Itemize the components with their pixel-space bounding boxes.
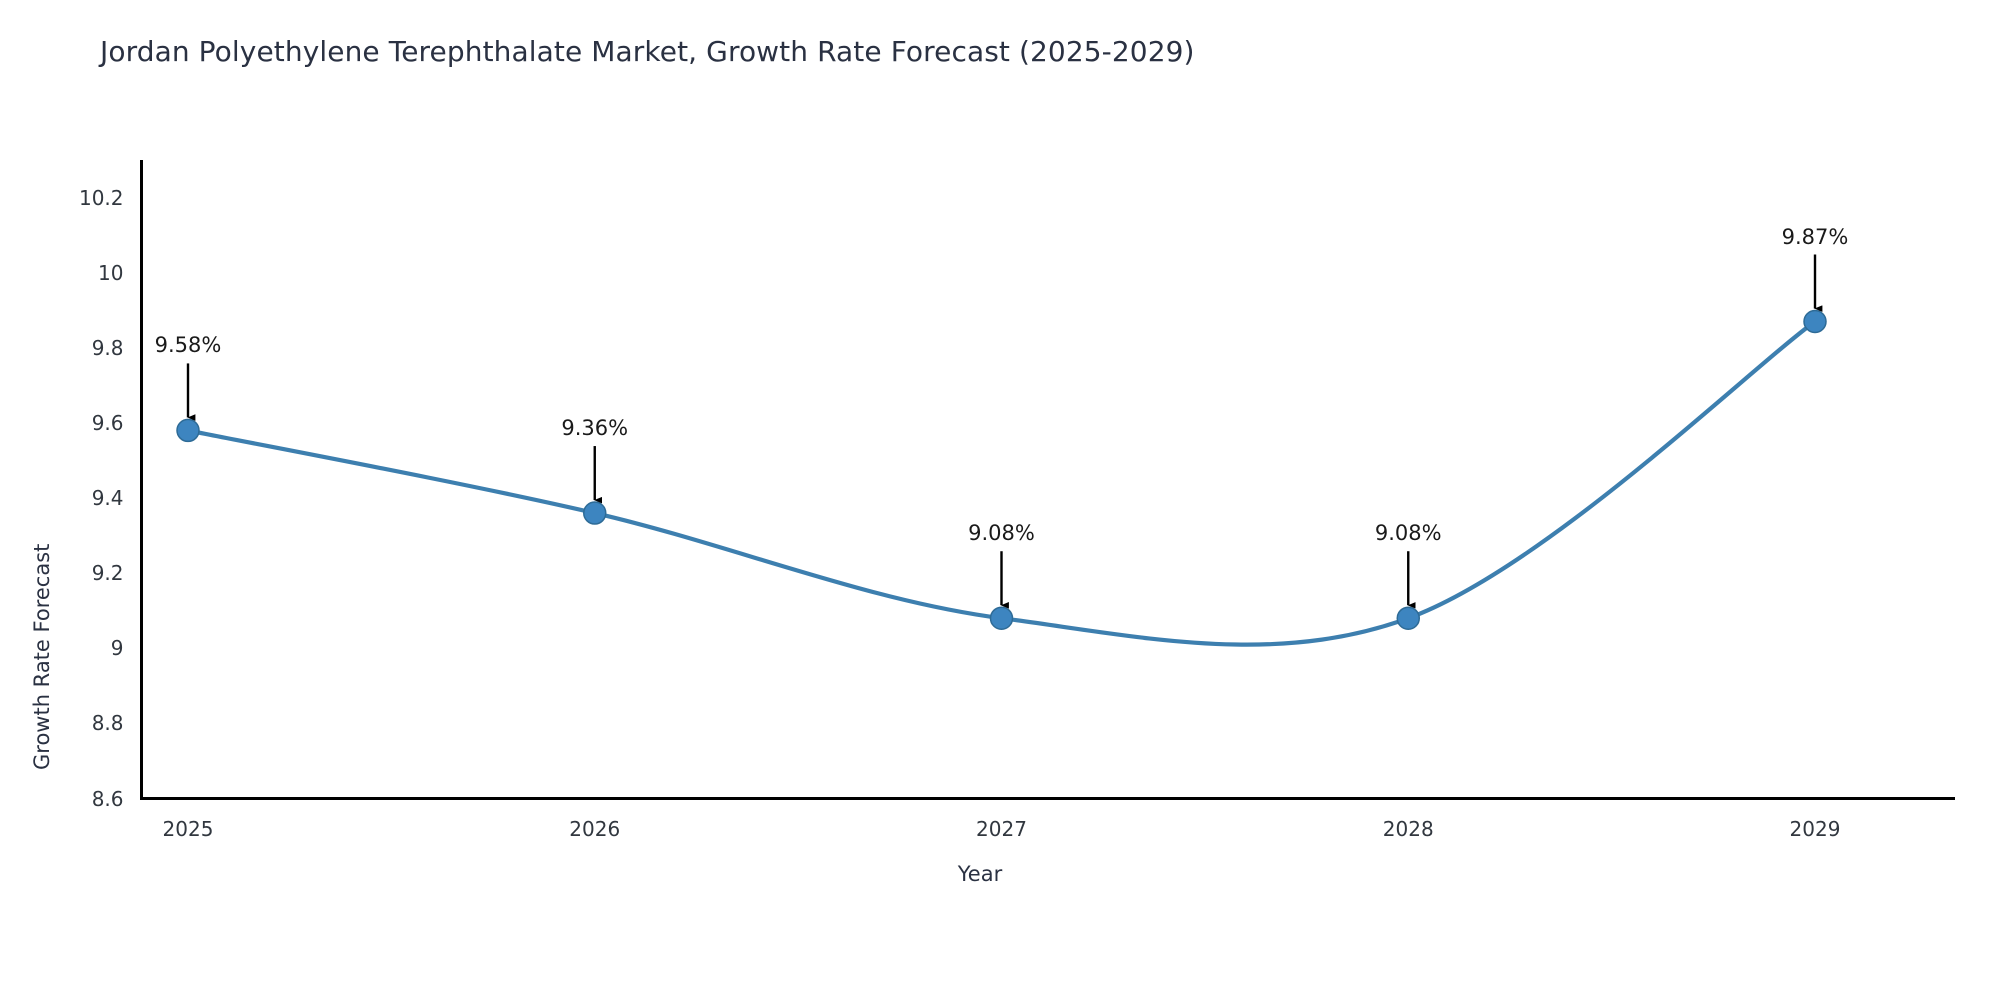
data-point-marker[interactable] — [176, 418, 200, 443]
annotation-label: 9.58% — [154, 333, 222, 358]
y-tick-label: 8.8 — [91, 711, 124, 736]
y-tick-label: 8.6 — [91, 786, 124, 811]
y-tick-label: 10.2 — [78, 185, 124, 210]
x-axis-title-text: Year — [957, 862, 1003, 886]
x-axis-title: Year — [0, 862, 2000, 886]
y-tick-label: 10 — [98, 260, 124, 285]
annotation-arrows — [186, 254, 1823, 609]
annotation-label: 9.08% — [1374, 521, 1442, 546]
x-tick-label: 2026 — [569, 816, 621, 841]
annotation-label: 9.36% — [561, 416, 629, 441]
y-tick-label: 9 — [110, 636, 124, 661]
data-point-marker[interactable] — [1396, 606, 1420, 630]
axis-lines — [140, 160, 1955, 800]
x-tick-label: 2025 — [162, 816, 214, 841]
data-point-marker[interactable] — [989, 606, 1014, 630]
data-point-marker[interactable] — [1803, 309, 1827, 334]
y-tick-label: 9.4 — [91, 486, 124, 511]
x-tick-label: 2028 — [1382, 816, 1434, 841]
x-tick-label: 2027 — [976, 816, 1027, 841]
y-tick-label: 9.2 — [91, 561, 124, 586]
y-tick-label: 9.6 — [91, 410, 124, 435]
chart-title: Jordan Polyethylene Terephthalate Market… — [100, 35, 1195, 68]
y-tick-label: 9.8 — [91, 335, 124, 360]
note-clip: Note: The market forecast is derived thr… — [0, 895, 2000, 955]
data-point-marker[interactable] — [583, 501, 607, 525]
x-tick-label: 2029 — [1789, 816, 1841, 841]
annotation-label: 9.08% — [968, 521, 1035, 546]
annotation-label: 9.87% — [1781, 224, 1849, 249]
